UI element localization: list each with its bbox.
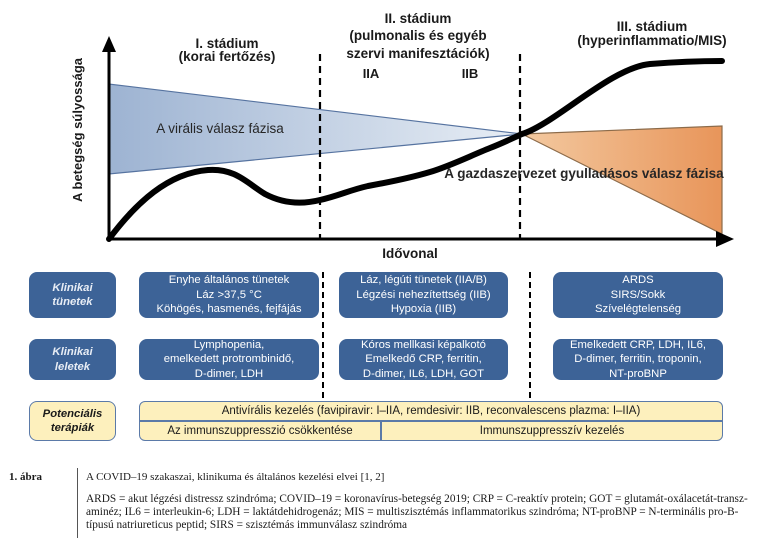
svg-text:III. stádium: III. stádium <box>617 19 688 34</box>
svg-text:szervi manifesztációk): szervi manifesztációk) <box>346 46 489 61</box>
svg-text:IIA: IIA <box>363 66 380 81</box>
svg-text:A betegség súlyossága: A betegség súlyossága <box>70 57 85 202</box>
svg-text:(korai fertőzés): (korai fertőzés) <box>179 49 276 64</box>
svg-text:A virális válasz fázisa: A virális válasz fázisa <box>156 121 284 136</box>
svg-text:(pulmonalis és egyéb: (pulmonalis és egyéb <box>349 28 486 43</box>
svg-text:IIB: IIB <box>462 66 479 81</box>
svg-text:A gazdaszervezet gyulladásos v: A gazdaszervezet gyulladásos válasz fázi… <box>444 166 724 181</box>
svg-text:Idővonal: Idővonal <box>382 246 438 261</box>
svg-text:(hyperinflammatio/MIS): (hyperinflammatio/MIS) <box>577 33 726 48</box>
svg-text:II. stádium: II. stádium <box>385 11 452 26</box>
